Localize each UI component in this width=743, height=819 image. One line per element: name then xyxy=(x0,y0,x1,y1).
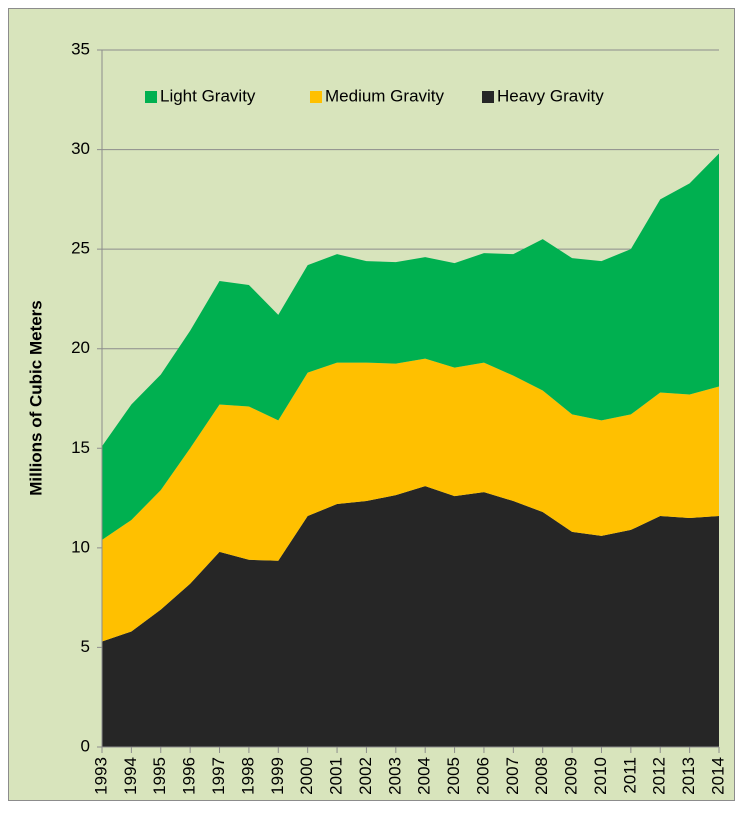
x-tick-label: 1998 xyxy=(238,757,257,795)
x-tick-label: 2009 xyxy=(562,757,581,795)
x-tick-label: 2001 xyxy=(327,757,346,795)
x-tick-label: 2004 xyxy=(415,757,434,795)
x-tick-label: 2012 xyxy=(650,757,669,795)
x-tick-label: 1994 xyxy=(121,757,140,795)
x-tick-label: 2008 xyxy=(532,757,551,795)
x-tick-label: 2010 xyxy=(591,757,610,795)
y-tick-label: 5 xyxy=(81,637,90,656)
y-tick-label: 25 xyxy=(71,239,90,258)
y-tick-label: 10 xyxy=(71,537,90,556)
y-axis-label: Millions of Cubic Meters xyxy=(26,300,45,496)
x-tick-label: 1993 xyxy=(91,757,110,795)
x-tick-label: 1996 xyxy=(180,757,199,795)
legend-swatch xyxy=(145,91,157,103)
y-tick-label: 35 xyxy=(71,39,90,58)
x-tick-label: 1997 xyxy=(209,757,228,795)
legend-swatch xyxy=(482,91,494,103)
area xyxy=(102,486,719,747)
x-tick-label: 2014 xyxy=(708,757,727,795)
x-tick-label: 2005 xyxy=(444,757,463,795)
x-tick-label: 2000 xyxy=(297,757,316,795)
area xyxy=(102,153,719,540)
x-tick-label: 2006 xyxy=(473,757,492,795)
x-tick-label: 1999 xyxy=(268,757,287,795)
x-tick-label: 2011 xyxy=(620,757,639,794)
legend-label: Medium Gravity xyxy=(325,86,445,105)
x-tick-label: 2013 xyxy=(679,757,698,795)
y-tick-label: 20 xyxy=(71,338,90,357)
y-tick-label: 0 xyxy=(81,736,90,755)
x-tick-label: 2003 xyxy=(385,757,404,795)
legend-label: Heavy Gravity xyxy=(497,86,604,105)
x-tick-label: 1995 xyxy=(150,757,169,795)
legend-swatch xyxy=(310,91,322,103)
y-tick-label: 30 xyxy=(71,139,90,158)
legend-label: Light Gravity xyxy=(160,86,256,105)
x-tick-label: 2002 xyxy=(356,757,375,795)
y-tick-label: 15 xyxy=(71,438,90,457)
area xyxy=(102,358,719,642)
x-tick-label: 2007 xyxy=(503,757,522,795)
